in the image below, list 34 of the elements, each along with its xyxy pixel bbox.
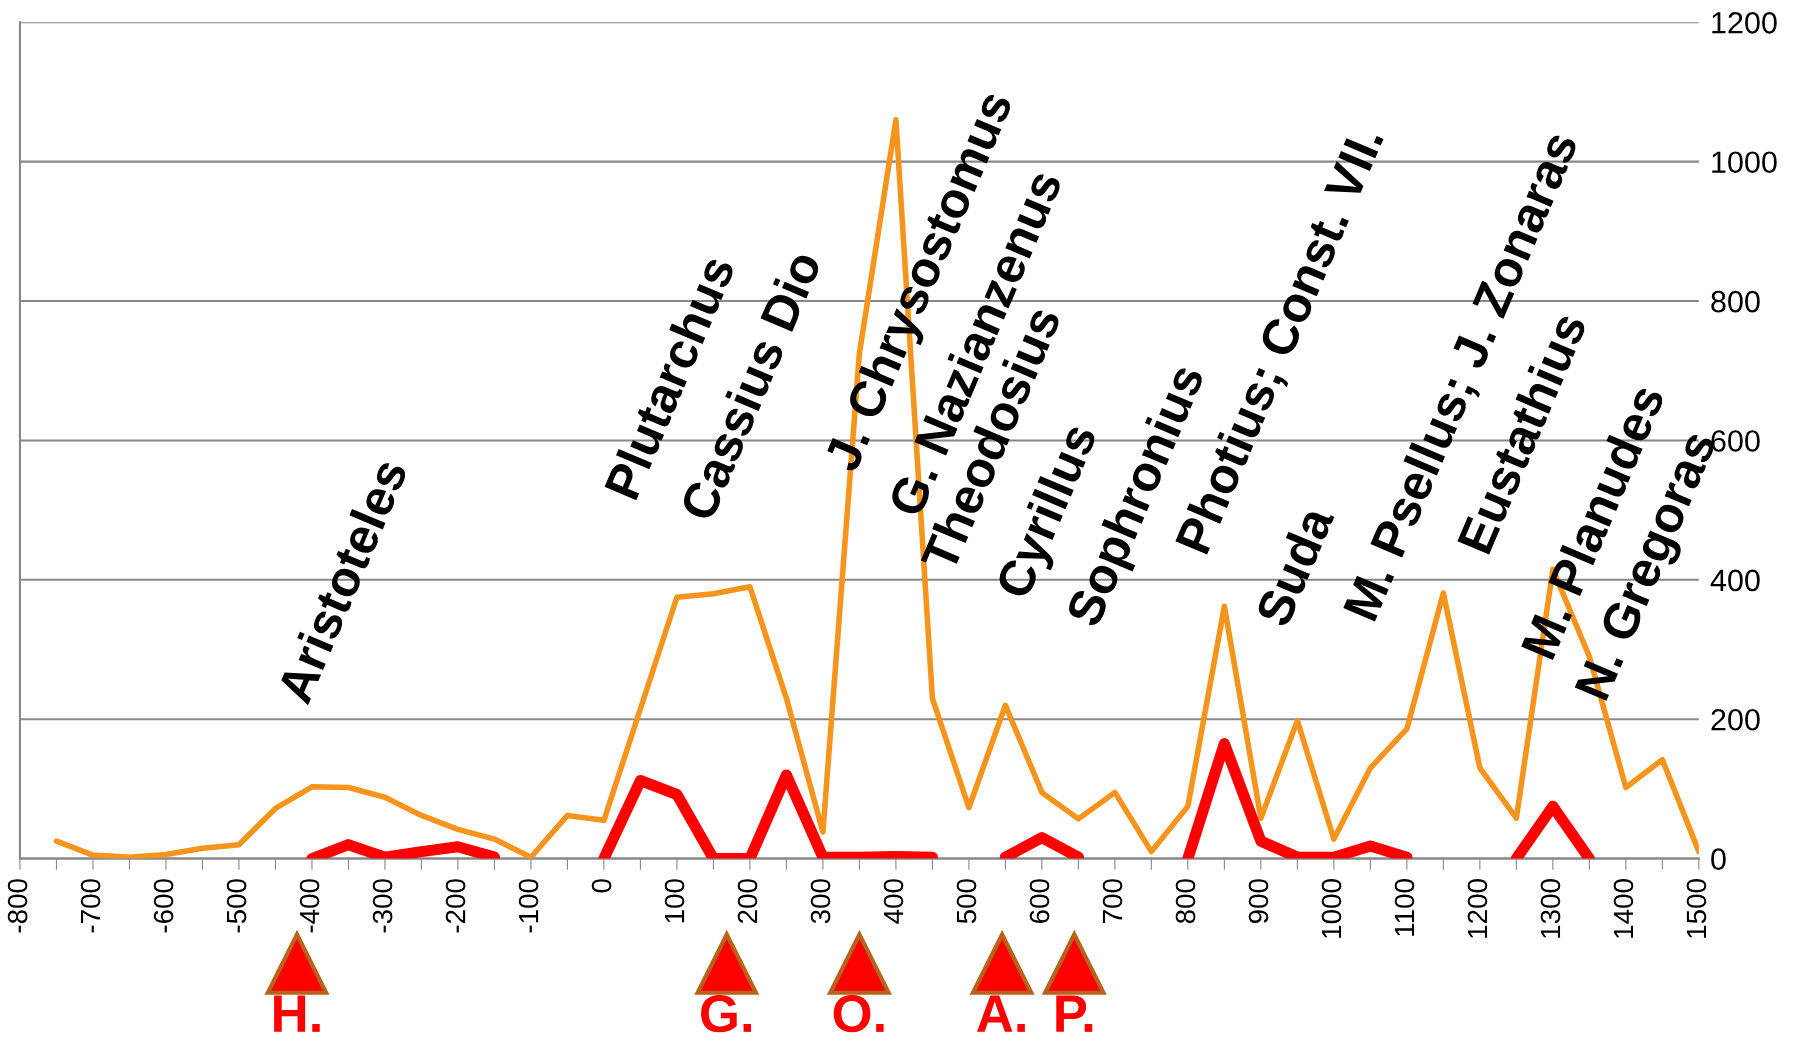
x-tick-label: 1200 (1467, 879, 1488, 938)
x-tick-label: 1100 (1394, 879, 1415, 936)
y-tick-label: 1200 (1712, 12, 1777, 34)
x-tick-label: 800 (1175, 879, 1196, 924)
x-tick-label: 700 (1102, 879, 1123, 923)
x-tick-label: -700 (80, 879, 101, 933)
text: G. (701, 994, 751, 1033)
x-tick-label: 500 (956, 879, 977, 924)
x-tick-label: -200 (445, 879, 466, 933)
x-tick-label: 1300 (1540, 879, 1561, 938)
text: O. (833, 994, 884, 1033)
text: P. (1056, 995, 1093, 1032)
x-tick-label: -600 (153, 879, 174, 933)
x-tick-label: -800 (7, 879, 28, 933)
x-tick-label: 900 (1248, 879, 1269, 924)
x-tick-label: 200 (737, 879, 758, 923)
x-tick-label: 300 (810, 879, 831, 924)
x-tick-label: -300 (372, 879, 393, 933)
y-tick-label: 200 (1711, 708, 1760, 731)
x-tick-label: 0 (591, 879, 612, 893)
text: A. (977, 995, 1025, 1032)
x-tick-label: -100 (518, 879, 539, 933)
x-tick-label: 1500 (1686, 879, 1707, 938)
y-tick-label: 0 (1711, 848, 1726, 870)
x-tick-label: -400 (299, 879, 320, 933)
x-tick-label: 100 (664, 879, 685, 923)
x-tick-label: 400 (883, 879, 904, 924)
y-tick-label: 800 (1711, 290, 1760, 313)
x-tick-label: 1000 (1321, 879, 1342, 938)
text: H. (274, 995, 320, 1032)
x-tick-label: 1400 (1613, 879, 1634, 938)
x-tick-label: -500 (226, 879, 247, 933)
x-tick-label: 600 (1029, 879, 1050, 923)
y-tick-label: 1000 (1712, 151, 1777, 174)
